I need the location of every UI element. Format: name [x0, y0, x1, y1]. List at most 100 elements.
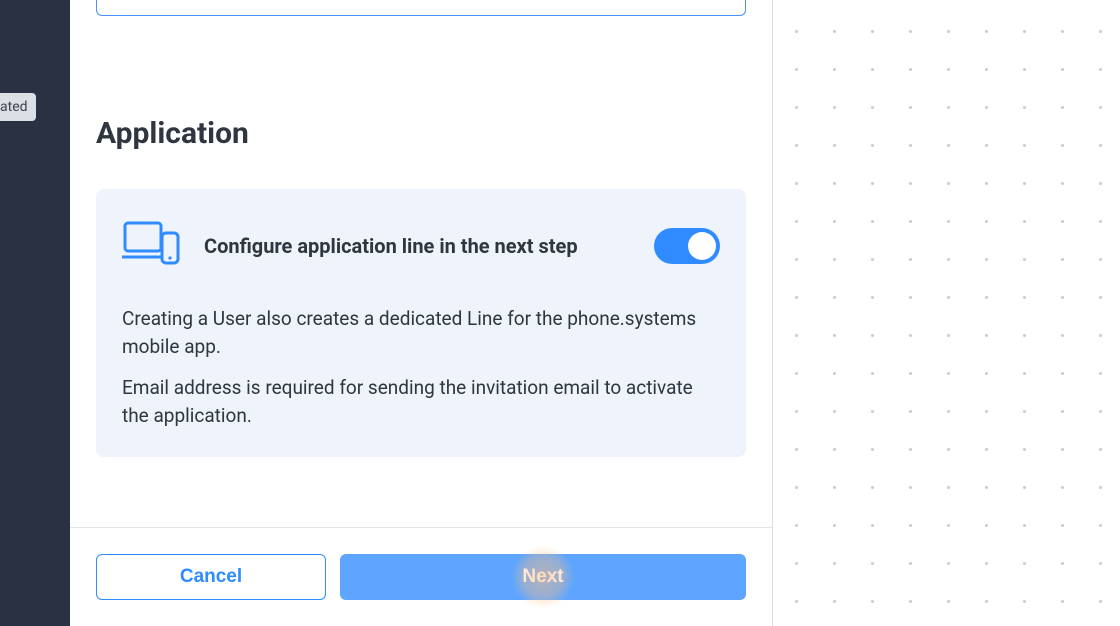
canvas-dot	[947, 182, 950, 185]
canvas-dot	[871, 562, 874, 565]
canvas-dot	[1099, 106, 1102, 109]
canvas-dot	[947, 30, 950, 33]
canvas-dot	[909, 334, 912, 337]
canvas-dot	[871, 600, 874, 603]
canvas-dot	[871, 486, 874, 489]
canvas-dot	[1099, 600, 1102, 603]
sidebar: ated	[0, 0, 70, 626]
canvas-dot	[1099, 524, 1102, 527]
canvas-dot	[871, 258, 874, 261]
canvas-dot	[909, 30, 912, 33]
canvas-dot	[1061, 296, 1064, 299]
form-panel: Application Configure application line i…	[70, 0, 773, 626]
canvas-dot	[1061, 448, 1064, 451]
cancel-button[interactable]: Cancel	[96, 554, 326, 600]
canvas-dot	[1099, 144, 1102, 147]
canvas-dot	[1023, 106, 1026, 109]
canvas-dot	[1061, 334, 1064, 337]
canvas-dot	[947, 562, 950, 565]
canvas-dot	[833, 182, 836, 185]
canvas-dot	[1023, 486, 1026, 489]
canvas-dot	[795, 220, 798, 223]
canvas-dot	[985, 486, 988, 489]
canvas-dot	[1023, 258, 1026, 261]
canvas-dot	[795, 448, 798, 451]
canvas-dot	[1099, 220, 1102, 223]
canvas-dot	[795, 144, 798, 147]
canvas-dot	[795, 30, 798, 33]
canvas-dot	[871, 30, 874, 33]
application-card-title: Configure application line in the next s…	[204, 234, 630, 258]
canvas-dot	[833, 410, 836, 413]
canvas-dot	[833, 296, 836, 299]
canvas-dot	[833, 106, 836, 109]
canvas-dot	[947, 258, 950, 261]
canvas-dot	[871, 220, 874, 223]
canvas-dot	[833, 68, 836, 71]
canvas-dot	[1061, 372, 1064, 375]
application-card-header: Configure application line in the next s…	[122, 217, 720, 275]
canvas-dot	[909, 524, 912, 527]
canvas-dot	[1061, 524, 1064, 527]
canvas-dot	[947, 372, 950, 375]
canvas-dot	[909, 106, 912, 109]
canvas-dot	[1099, 296, 1102, 299]
canvas-dot	[985, 144, 988, 147]
canvas-dot	[947, 410, 950, 413]
canvas-dot	[1023, 144, 1026, 147]
canvas-dot	[795, 334, 798, 337]
canvas-dot	[985, 410, 988, 413]
application-card-paragraph: Creating a User also creates a dedicated…	[122, 305, 720, 360]
canvas-dot	[795, 182, 798, 185]
canvas-dot	[985, 334, 988, 337]
canvas-dot	[1099, 68, 1102, 71]
canvas-dot	[795, 524, 798, 527]
canvas-dot	[871, 334, 874, 337]
canvas-dot	[1061, 486, 1064, 489]
configure-line-toggle[interactable]	[654, 228, 720, 264]
dotted-canvas[interactable]	[773, 0, 1120, 626]
canvas-dot	[795, 562, 798, 565]
application-card-paragraph: Email address is required for sending th…	[122, 374, 720, 429]
canvas-dot	[1023, 524, 1026, 527]
application-card-description: Creating a User also creates a dedicated…	[122, 305, 720, 429]
devices-icon	[122, 217, 180, 275]
canvas-dot	[833, 258, 836, 261]
canvas-dot	[909, 600, 912, 603]
canvas-dot	[947, 144, 950, 147]
next-button-label: Next	[522, 566, 563, 588]
canvas-dot	[833, 600, 836, 603]
canvas-dot	[1023, 220, 1026, 223]
canvas-dot	[947, 106, 950, 109]
text-input-partial[interactable]	[96, 0, 746, 16]
panel-footer: Cancel Next	[70, 527, 772, 626]
canvas-dot	[795, 258, 798, 261]
canvas-dot	[1023, 68, 1026, 71]
canvas-dot	[1023, 30, 1026, 33]
canvas-dot	[947, 220, 950, 223]
canvas-dot	[1023, 562, 1026, 565]
canvas-dot	[833, 448, 836, 451]
canvas-dot	[1061, 106, 1064, 109]
canvas-dot	[795, 68, 798, 71]
canvas-dot	[985, 600, 988, 603]
canvas-dot	[1061, 258, 1064, 261]
canvas-dot	[947, 334, 950, 337]
canvas-dot	[871, 106, 874, 109]
canvas-dot	[795, 486, 798, 489]
canvas-dot	[909, 410, 912, 413]
canvas-dot	[1061, 144, 1064, 147]
canvas-dot	[833, 372, 836, 375]
canvas-dot	[833, 562, 836, 565]
canvas-dot	[909, 448, 912, 451]
canvas-dot	[871, 372, 874, 375]
canvas-dot	[909, 68, 912, 71]
canvas-dot	[1099, 30, 1102, 33]
canvas-dot	[871, 68, 874, 71]
canvas-dot	[1023, 372, 1026, 375]
next-button[interactable]: Next	[340, 554, 746, 600]
canvas-dot	[985, 524, 988, 527]
canvas-dot	[795, 296, 798, 299]
canvas-dot	[947, 486, 950, 489]
canvas-dot	[795, 600, 798, 603]
